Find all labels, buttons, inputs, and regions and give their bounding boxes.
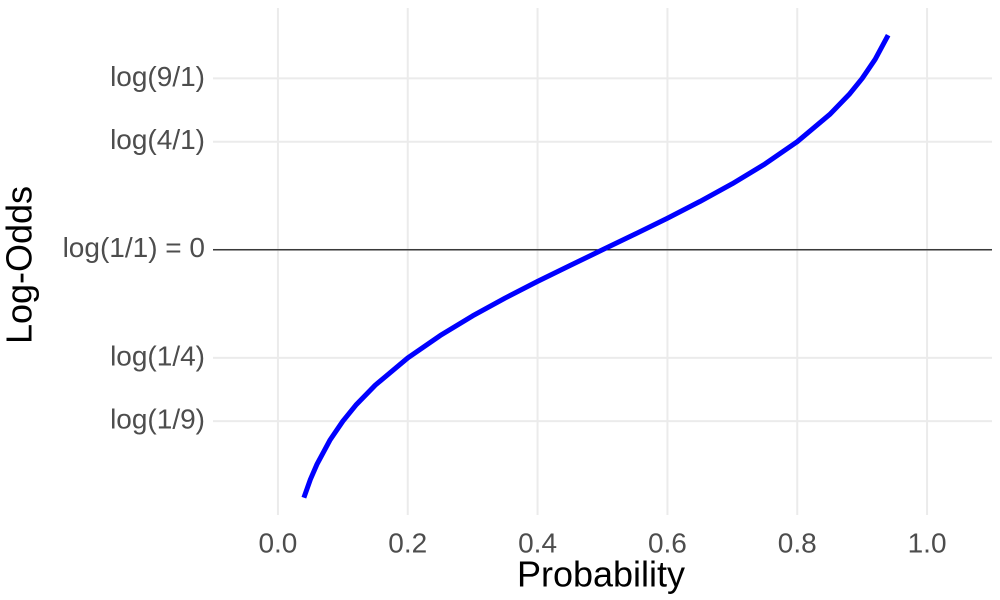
x-tick-label: 0.4 <box>518 527 557 558</box>
y-axis-title: Log-Odds <box>0 186 40 344</box>
x-tick-label: 0.0 <box>258 527 297 558</box>
y-tick-label: log(1/4) <box>110 340 205 371</box>
x-tick-label: 0.2 <box>388 527 427 558</box>
x-tick-label: 0.6 <box>648 527 687 558</box>
curve <box>301 33 891 499</box>
y-tick-label: log(1/1) = 0 <box>63 232 205 263</box>
y-tick-label: log(4/1) <box>110 124 205 155</box>
x-tick-label: 1.0 <box>908 527 947 558</box>
y-tick-label: log(9/1) <box>110 61 205 92</box>
y-tick-label: log(1/9) <box>110 404 205 435</box>
x-tick-label: 0.8 <box>778 527 817 558</box>
x-axis-title: Probability <box>517 554 685 595</box>
